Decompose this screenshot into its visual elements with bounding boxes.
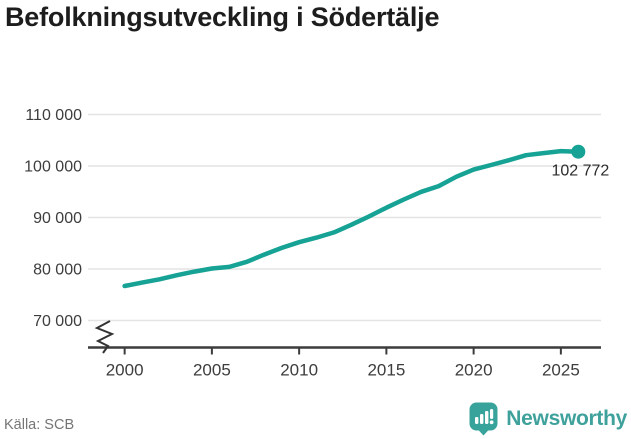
source-text: Källa: SCB — [4, 417, 75, 433]
x-tick-label: 2020 — [455, 361, 493, 380]
y-tick-label: 70 000 — [33, 313, 82, 330]
x-tick-label: 2000 — [106, 361, 144, 380]
y-tick-label: 90 000 — [33, 210, 82, 227]
y-tick-label: 110 000 — [25, 107, 82, 124]
x-tick-label: 2015 — [367, 361, 405, 380]
y-tick-label: 100 000 — [24, 159, 82, 176]
newsworthy-logo: Newsworthy — [468, 401, 627, 436]
x-tick-label: 2010 — [280, 361, 318, 380]
y-tick-label: 80 000 — [33, 262, 82, 279]
x-tick-label: 2005 — [193, 361, 231, 380]
newsworthy-wordmark: Newsworthy — [506, 406, 627, 430]
bar-chart-exclamation-badge-icon — [469, 402, 498, 436]
page-title: Befolkningsutveckling i Södertälje — [5, 2, 440, 32]
axis-break-icon — [94, 320, 115, 354]
population-line — [122, 148, 581, 289]
population-line-chart: 110 000 100 000 90 000 80 000 70 000 2000 2005… — [24, 107, 609, 380]
x-tick-label: 2025 — [542, 361, 580, 380]
end-point-label: 102 772 — [551, 163, 609, 180]
end-point-dot — [571, 144, 586, 159]
